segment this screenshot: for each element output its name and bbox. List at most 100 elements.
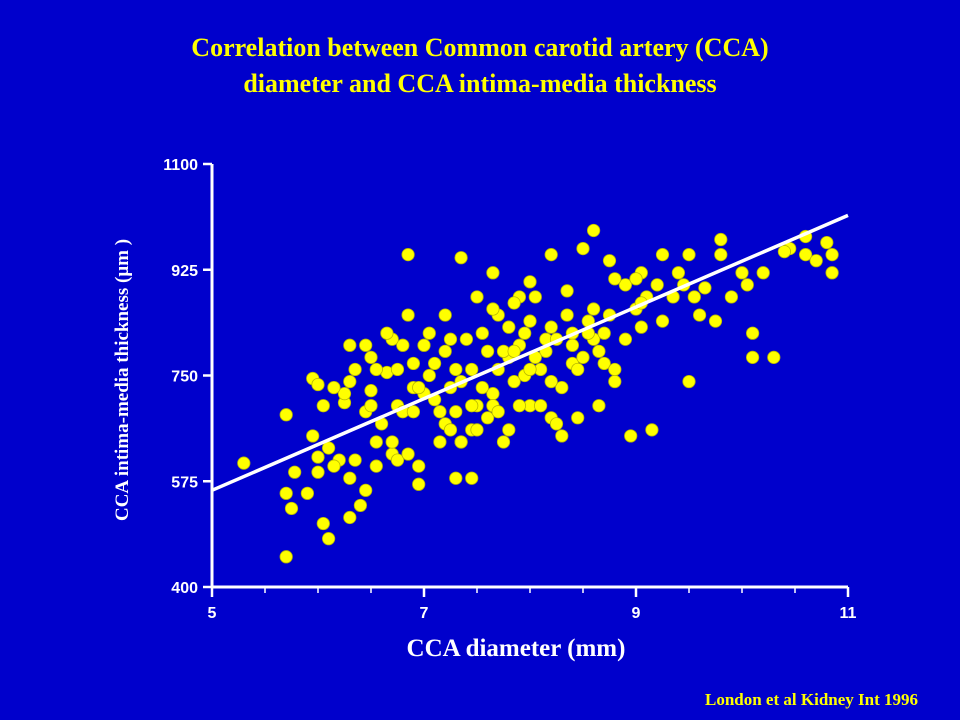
data-point xyxy=(311,450,325,464)
data-point xyxy=(798,248,813,262)
data-point xyxy=(496,435,511,449)
data-point xyxy=(523,314,537,328)
data-point xyxy=(544,320,558,334)
data-point xyxy=(576,242,590,256)
data-point xyxy=(571,362,585,377)
data-point xyxy=(359,483,373,497)
data-point xyxy=(618,278,633,292)
y-tick-label: 1100 xyxy=(163,157,198,174)
data-point xyxy=(237,456,251,470)
data-point xyxy=(279,550,293,564)
data-point xyxy=(306,429,320,443)
data-point xyxy=(443,332,458,346)
data-point xyxy=(767,350,781,364)
data-point xyxy=(682,248,696,262)
data-point xyxy=(740,278,754,292)
data-point xyxy=(602,254,617,268)
data-point xyxy=(438,308,452,322)
data-point xyxy=(608,272,622,286)
data-point xyxy=(470,290,484,304)
data-point xyxy=(364,384,378,398)
data-point xyxy=(449,471,463,485)
data-point xyxy=(518,326,532,340)
data-point xyxy=(412,477,426,491)
data-point xyxy=(369,362,383,377)
title-line-1: Correlation between Common carotid arter… xyxy=(191,33,769,62)
data-point xyxy=(714,232,728,247)
data-point xyxy=(624,429,638,443)
data-point xyxy=(401,447,415,461)
x-axis-title: CCA diameter (mm) xyxy=(407,635,626,662)
data-point xyxy=(825,266,839,280)
data-point xyxy=(692,308,707,322)
data-point xyxy=(311,465,325,479)
data-point xyxy=(560,308,574,322)
data-point xyxy=(433,405,447,419)
data-point xyxy=(714,248,728,262)
regression-line xyxy=(211,213,849,492)
data-point xyxy=(745,326,760,340)
data-point xyxy=(592,344,606,358)
data-point xyxy=(337,387,352,401)
data-point xyxy=(645,423,659,437)
data-point xyxy=(343,471,357,485)
x-tick-label: 11 xyxy=(840,605,857,622)
data-point xyxy=(427,356,442,371)
data-point xyxy=(438,344,452,358)
data-point xyxy=(682,374,696,389)
data-point xyxy=(576,350,590,364)
chart-title: Correlation between Common carotid arter… xyxy=(60,30,900,102)
data-point xyxy=(571,411,585,425)
data-point xyxy=(353,498,367,513)
data-points xyxy=(237,223,839,564)
data-point xyxy=(348,453,362,467)
data-point xyxy=(465,399,479,413)
data-point xyxy=(597,326,611,340)
data-point xyxy=(608,374,622,389)
data-point xyxy=(555,380,569,395)
data-point xyxy=(629,272,643,286)
data-point xyxy=(502,320,516,334)
y-tick-label: 750 xyxy=(171,369,198,386)
data-point xyxy=(528,290,542,304)
data-point xyxy=(412,459,426,473)
data-point xyxy=(401,248,415,262)
data-point xyxy=(480,411,495,425)
data-point xyxy=(512,399,527,413)
data-point xyxy=(401,308,415,322)
tick-labels: 400 575 750 925 1100 5 7 9 11 xyxy=(163,157,856,622)
data-point xyxy=(698,281,712,295)
data-point xyxy=(565,338,580,352)
data-point xyxy=(348,362,362,377)
data-point xyxy=(756,266,770,280)
data-point xyxy=(650,278,664,292)
data-point xyxy=(634,320,648,334)
data-point xyxy=(586,223,601,238)
data-point xyxy=(390,453,405,467)
title-line-2: diameter and CCA intima-media thickness xyxy=(243,69,717,98)
data-point xyxy=(364,350,378,364)
data-point xyxy=(449,405,463,419)
data-point xyxy=(544,374,558,389)
x-tick-label: 7 xyxy=(420,605,429,622)
data-point xyxy=(406,356,420,371)
data-point xyxy=(470,423,484,437)
data-point xyxy=(380,326,394,340)
data-point xyxy=(359,338,373,352)
data-point xyxy=(507,296,521,310)
data-point xyxy=(555,429,569,443)
data-point xyxy=(486,266,500,280)
data-point xyxy=(735,266,749,280)
data-point xyxy=(385,435,399,449)
data-point xyxy=(449,362,463,377)
regression-line-group xyxy=(211,213,849,492)
data-point xyxy=(708,314,723,328)
data-point xyxy=(390,362,405,377)
y-tick-label: 575 xyxy=(171,474,198,491)
data-point xyxy=(655,314,670,328)
data-point xyxy=(279,486,293,500)
data-point xyxy=(465,471,479,485)
data-point xyxy=(523,362,537,377)
data-point xyxy=(316,516,330,531)
data-point xyxy=(745,350,760,364)
